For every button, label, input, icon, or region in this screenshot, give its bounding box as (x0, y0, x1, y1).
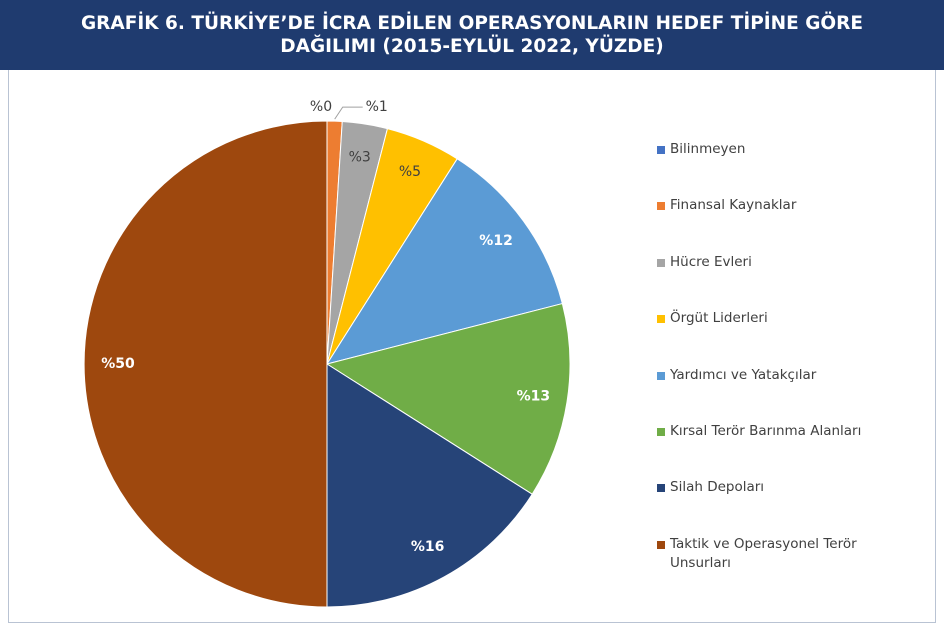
legend-item: Silah Depoları (657, 478, 764, 497)
legend-label: Taktik ve Operasyonel Terör Unsurları (670, 535, 857, 571)
data-label: %12 (479, 233, 513, 249)
legend-swatch (657, 258, 665, 267)
legend-swatch (657, 371, 665, 380)
legend-swatch (657, 540, 665, 549)
legend-swatch (657, 315, 665, 324)
header: GRAFİK 6. TÜRKİYE’DE İCRA EDİLEN OPERASY… (0, 0, 944, 70)
chart-title: GRAFİK 6. TÜRKİYE’DE İCRA EDİLEN OPERASY… (80, 13, 864, 57)
legend-label: Finansal Kaynaklar (670, 197, 797, 214)
legend-label: Örgüt Liderleri (670, 310, 768, 327)
legend-swatch (657, 484, 665, 493)
chart-frame (8, 70, 936, 623)
legend-item: Örgüt Liderleri (657, 309, 768, 328)
legend-swatch (657, 202, 665, 211)
legend-label: Kırsal Terör Barınma Alanları (670, 423, 862, 439)
data-label: %13 (517, 389, 551, 405)
pie-slice (83, 120, 328, 608)
data-label: %5 (399, 164, 421, 180)
data-label: %0 (310, 99, 332, 115)
legend-item: Taktik ve Operasyonel Terör Unsurları (657, 535, 897, 573)
pie-slice (325, 302, 571, 495)
legend-label: Yardımcı ve Yatakçılar (670, 366, 817, 383)
legend-item: Kırsal Terör Barınma Alanları (657, 422, 861, 441)
legend-item: Yardımcı ve Yatakçılar (657, 366, 816, 385)
data-label: %50 (101, 356, 135, 372)
legend-swatch (657, 146, 665, 154)
legend-item: Finansal Kaynaklar (657, 196, 796, 215)
data-label: %16 (411, 539, 445, 555)
legend-label: Silah Depoları (670, 479, 765, 496)
legend-item: Hücre Evleri (657, 253, 752, 272)
data-label: %1 (366, 99, 388, 115)
legend-label: Bilinmeyen (670, 141, 746, 157)
pie-slice (325, 158, 563, 365)
legend-item: Bilinmeyen (657, 140, 745, 159)
pie-slice (326, 363, 533, 608)
legend-label: Hücre Evleri (670, 253, 752, 270)
leader-line (334, 106, 363, 120)
legend-swatch (657, 428, 665, 436)
data-label: %3 (349, 150, 371, 166)
